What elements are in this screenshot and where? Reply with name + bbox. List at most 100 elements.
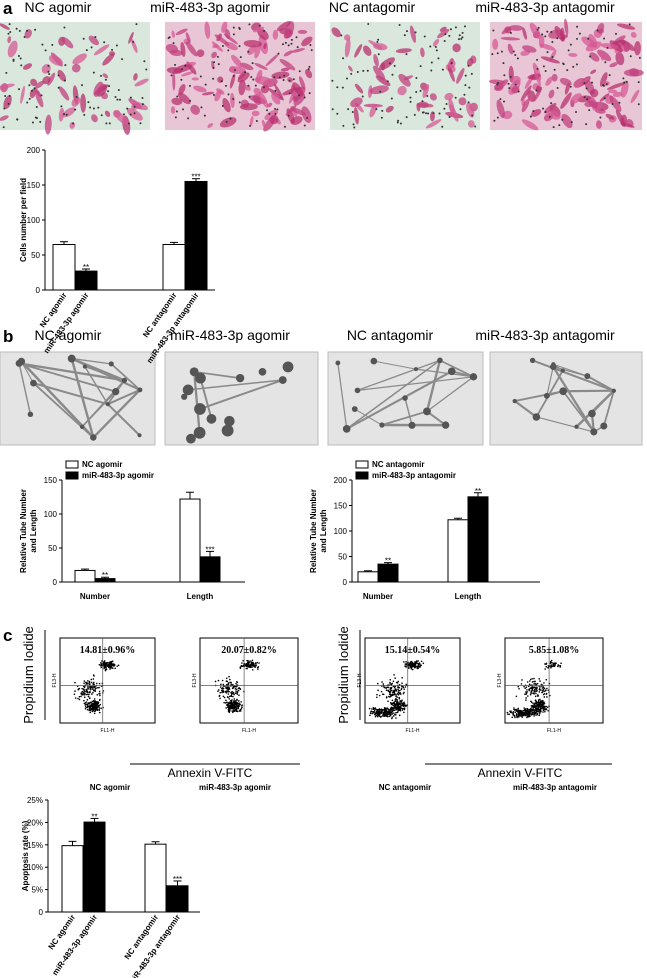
- cell: [425, 119, 442, 129]
- pore: [443, 107, 446, 110]
- event-dot: [221, 679, 224, 682]
- event-dot: [388, 712, 391, 715]
- event-dot: [389, 708, 392, 711]
- cluster: [79, 424, 85, 430]
- pore: [492, 29, 495, 32]
- legend-swatch: [355, 471, 369, 480]
- pore: [3, 107, 6, 110]
- cell: [204, 21, 211, 39]
- pore: [225, 120, 228, 123]
- cell: [239, 62, 254, 71]
- pore: [388, 62, 391, 65]
- micrograph: [488, 18, 644, 131]
- event-dot: [235, 682, 237, 685]
- pore: [238, 45, 241, 48]
- pore: [288, 79, 291, 82]
- event-dot: [91, 693, 93, 695]
- pore: [625, 80, 628, 83]
- pore: [429, 45, 432, 48]
- event-dot: [98, 699, 101, 702]
- pore: [508, 87, 511, 90]
- pore: [542, 65, 545, 68]
- event-dot: [83, 688, 85, 691]
- micrograph: [164, 351, 319, 446]
- pore: [375, 108, 378, 111]
- y-tick-label: 50: [31, 251, 40, 260]
- pore: [532, 110, 535, 113]
- event-dot: [84, 704, 87, 706]
- cell: [252, 26, 265, 33]
- cell: [224, 28, 231, 39]
- event-dot: [411, 662, 413, 665]
- event-dot: [400, 702, 402, 705]
- event-dot: [218, 689, 220, 691]
- cell: [58, 86, 70, 101]
- pore: [170, 74, 173, 77]
- cell: [492, 38, 499, 50]
- pore: [393, 64, 396, 67]
- event-dot: [533, 709, 536, 711]
- tube: [357, 376, 474, 392]
- event-dot: [109, 663, 111, 666]
- event-dot: [251, 659, 254, 662]
- event-dot: [222, 695, 225, 698]
- pore: [572, 65, 575, 68]
- flow-plot: [504, 637, 604, 724]
- cell: [165, 43, 178, 54]
- flow-caption: NC antagomir: [379, 783, 431, 792]
- event-dot: [540, 701, 542, 703]
- cluster: [469, 373, 478, 381]
- event-dot: [536, 689, 538, 691]
- pore: [273, 76, 276, 79]
- pore: [470, 72, 473, 75]
- pore: [64, 64, 67, 67]
- y-tick-label: 200: [27, 146, 41, 155]
- event-dot: [540, 707, 542, 710]
- pore: [421, 111, 424, 114]
- event-dot: [549, 694, 551, 697]
- pore: [100, 114, 103, 117]
- pore: [8, 23, 11, 26]
- event-dot: [372, 708, 375, 711]
- event-dot: [409, 661, 412, 663]
- event-dot: [398, 686, 401, 689]
- tube: [84, 366, 109, 405]
- event-dot: [369, 714, 371, 717]
- cell: [71, 63, 81, 73]
- pore: [366, 69, 369, 72]
- pore: [290, 38, 293, 41]
- event-dot: [83, 699, 85, 702]
- y-axis-title: and Length: [319, 509, 328, 552]
- event-dot: [221, 690, 224, 693]
- pore: [463, 25, 466, 28]
- cell: [590, 69, 597, 75]
- event-dot: [77, 697, 79, 700]
- event-dot: [526, 710, 528, 713]
- flow-axis-label: FL1-H: [406, 728, 420, 734]
- pore: [143, 60, 146, 63]
- event-dot: [88, 702, 91, 705]
- pore: [31, 121, 34, 124]
- cell: [292, 82, 304, 96]
- significance: ***: [173, 875, 182, 884]
- tube: [199, 379, 284, 410]
- cell: [297, 29, 308, 34]
- pore: [638, 56, 641, 59]
- pore: [16, 118, 19, 121]
- bar: [179, 498, 201, 583]
- event-dot: [83, 694, 86, 696]
- cell: [178, 83, 186, 95]
- micrograph-bg: [489, 351, 643, 446]
- pore: [238, 101, 241, 104]
- tube: [193, 371, 201, 433]
- cell: [254, 76, 273, 86]
- flow-plot: [199, 637, 299, 724]
- cluster: [574, 424, 579, 429]
- pore: [175, 110, 178, 113]
- event-dot: [80, 695, 82, 698]
- pore: [4, 95, 7, 98]
- pore: [426, 94, 429, 97]
- event-dot: [541, 704, 543, 706]
- pore: [443, 39, 446, 42]
- event-dot: [391, 682, 394, 685]
